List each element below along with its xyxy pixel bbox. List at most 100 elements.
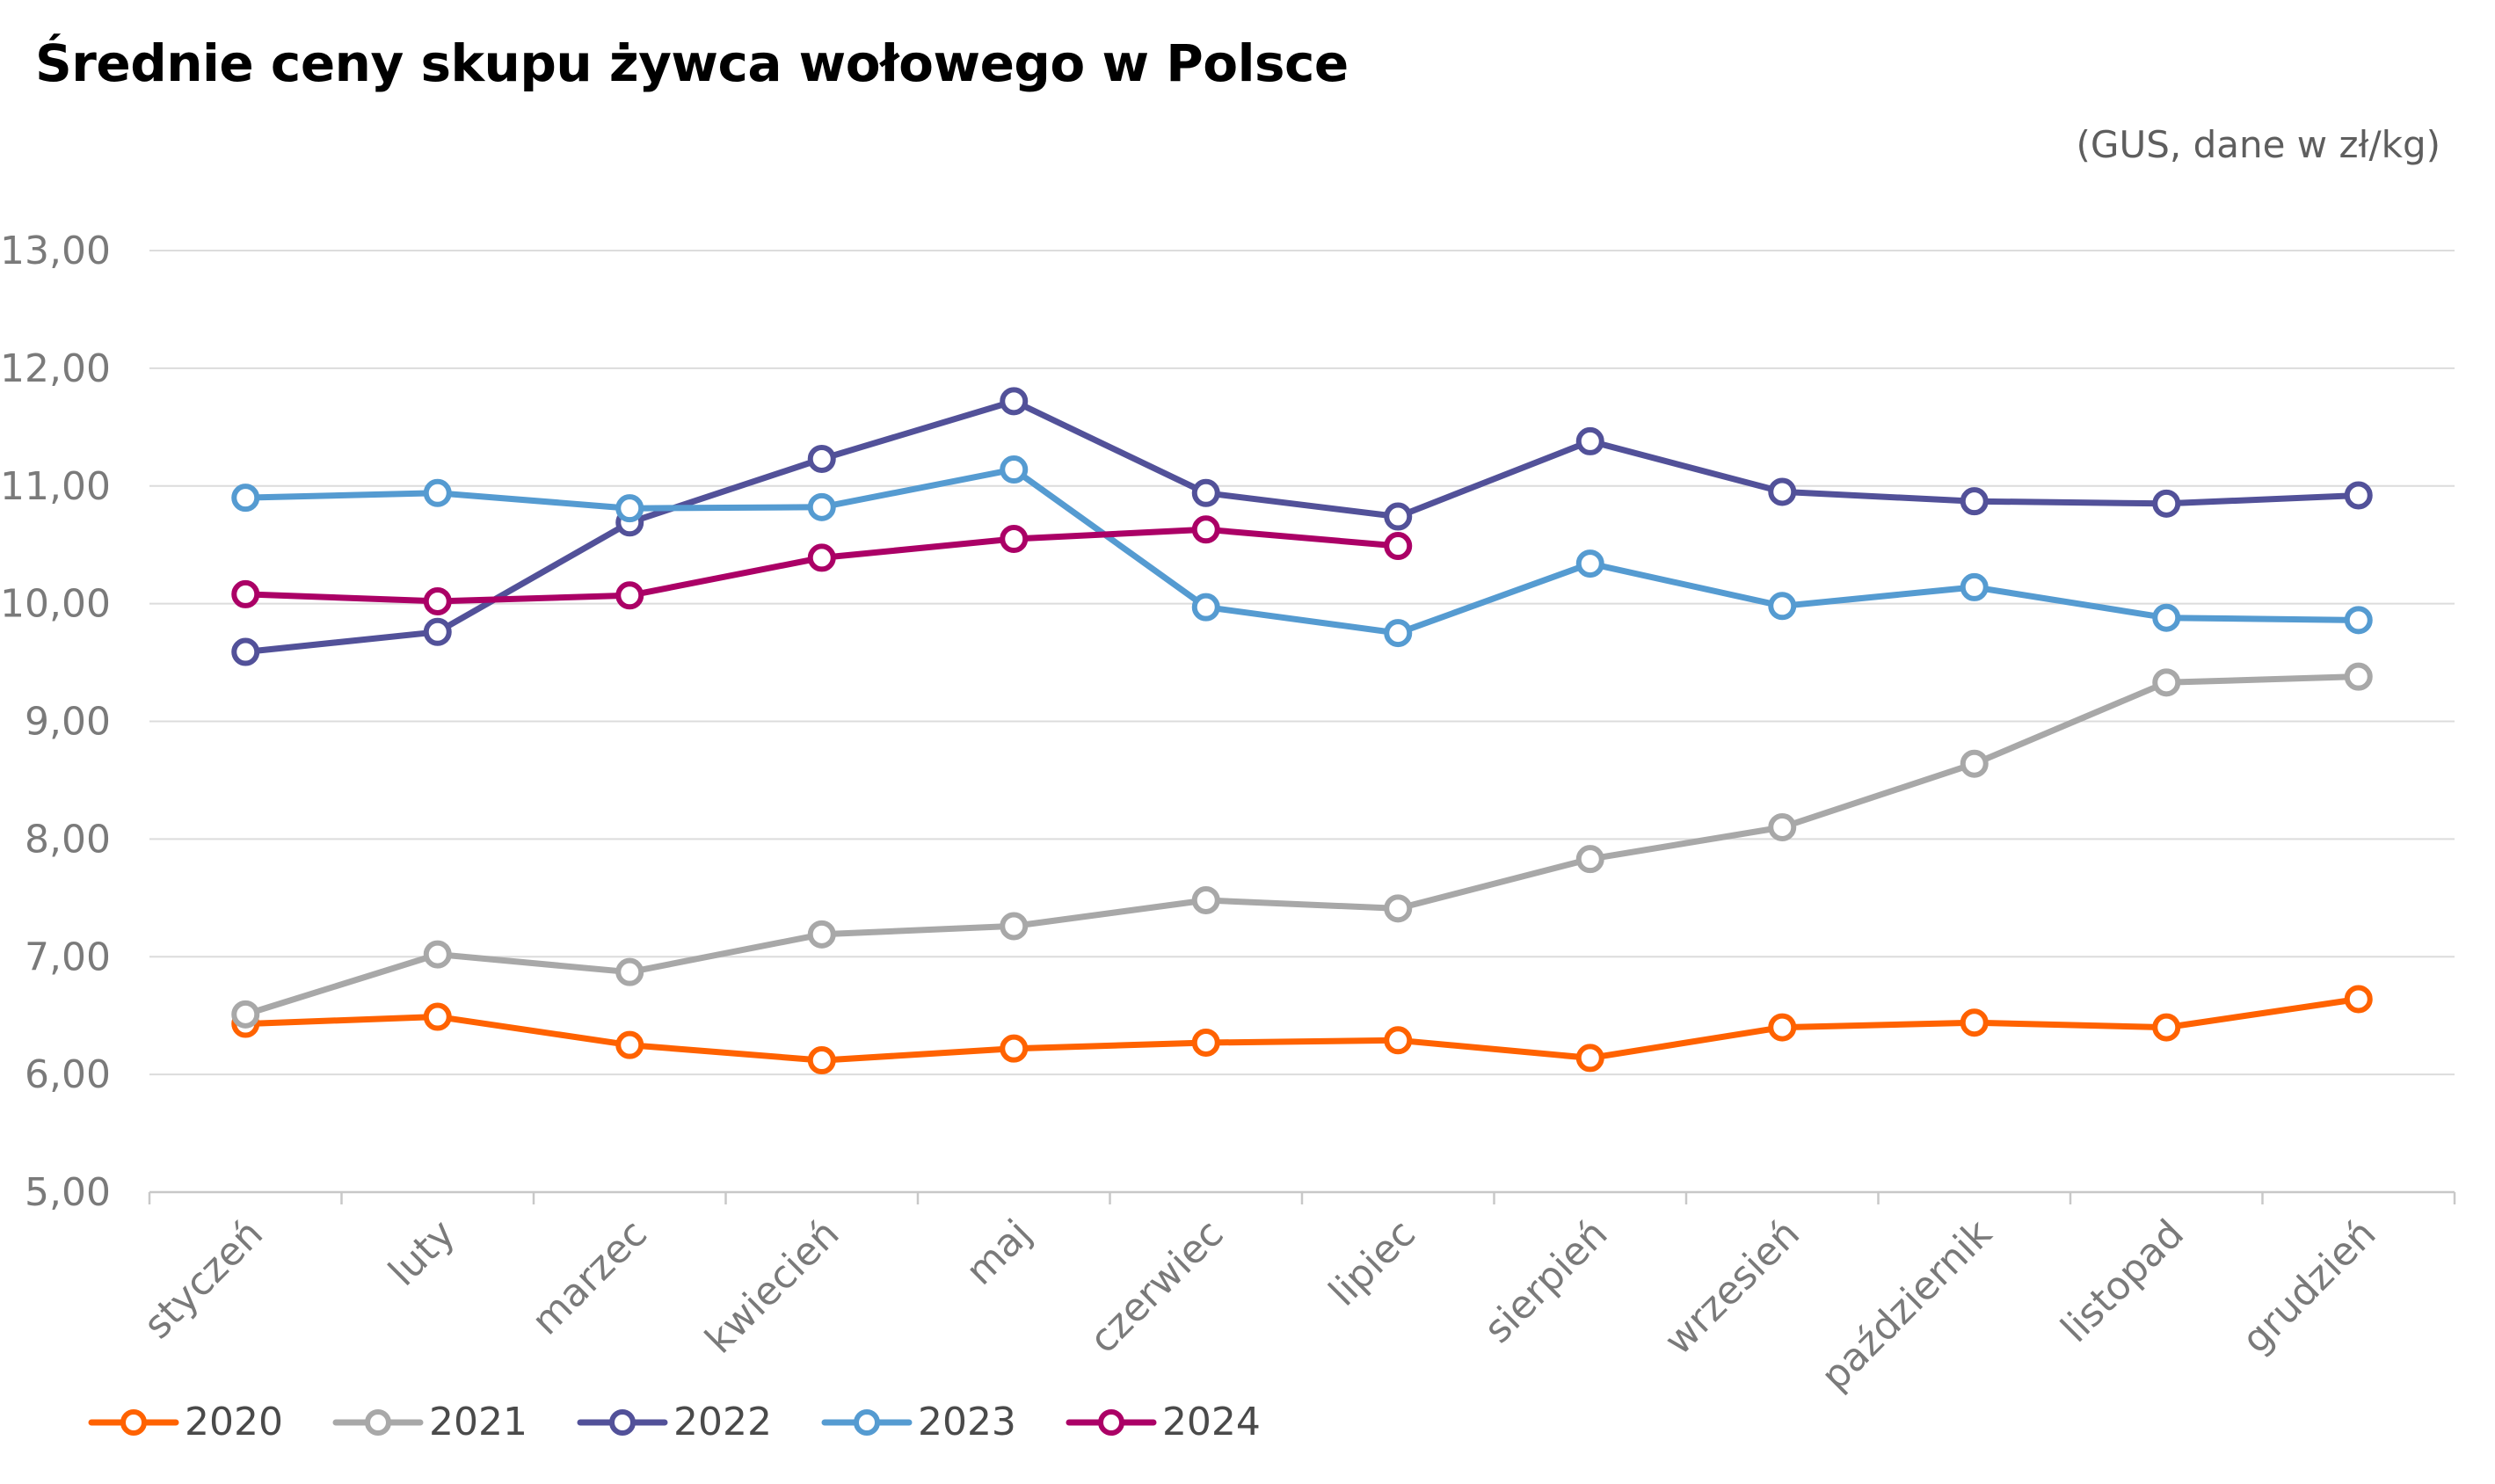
data-point-2021 [1384,894,1413,923]
y-tick-label: 8,00 [25,817,111,862]
y-tick-label: 9,00 [25,700,111,745]
data-point-2020 [423,1002,452,1031]
data-point-2022 [1000,387,1029,416]
data-point-2022 [1384,502,1413,531]
legend-item-2021: 2021 [332,1400,527,1444]
data-point-2022 [807,444,836,473]
data-point-2023 [2344,606,2373,635]
chart-subtitle: (GUS, dane w zł/kg) [2076,123,2440,166]
series-layer [231,387,2373,1075]
data-point-2024 [423,586,452,615]
x-tick-label: grudzień [2234,1211,2385,1363]
data-point-2022 [423,617,452,646]
data-point-2024 [1000,524,1029,553]
data-point-2024 [231,579,260,608]
data-point-2022 [2152,489,2181,518]
series-line-2023 [242,466,2362,637]
data-point-2022 [2344,481,2373,510]
data-point-2020 [1000,1034,1029,1063]
chart-title: Średnie ceny skupu żywca wołowego w Pols… [35,33,1349,93]
x-tick-label: styczeń [135,1211,272,1348]
data-point-2023 [1575,549,1604,578]
y-tick-label: 11,00 [0,464,111,509]
y-tick-label: 13,00 [0,229,111,273]
data-point-2024 [1191,515,1220,544]
data-point-2020 [1191,1028,1220,1057]
x-tick-label: kwiecień [697,1211,848,1363]
grid-layer [148,250,2456,1204]
data-point-2024 [807,543,836,572]
data-point-2023 [1000,455,1029,484]
data-point-2020 [615,1030,644,1059]
series-2021 [231,662,2373,1029]
x-tick-label: listopad [2053,1211,2193,1351]
x-tick-label: marzec [523,1211,656,1344]
x-tick-label: październik [1813,1211,2001,1399]
series-line-2021 [242,673,2362,1018]
y-tick-label: 5,00 [25,1170,111,1215]
data-point-2023 [231,484,260,513]
legend-item-2023: 2023 [821,1400,1016,1444]
data-point-2021 [2152,668,2181,697]
series-line-2022 [242,397,2362,655]
legend-label: 2020 [185,1400,283,1444]
y-tick-label: 10,00 [0,582,111,627]
data-point-2020 [1960,1008,1989,1037]
x-tick-label: luty [380,1211,463,1295]
series-2024 [231,515,1413,615]
legend-marker [577,1408,668,1436]
legend-marker [1066,1408,1157,1436]
data-point-2022 [1768,477,1797,506]
legend-marker [821,1408,913,1436]
series-2023 [231,455,2373,648]
x-axis-ticks: styczeń luty marzec kwiecień maj czerwiec lipi… [135,1211,2385,1399]
data-point-2021 [1768,812,1797,841]
data-point-2021 [1000,912,1029,941]
legend-label: 2022 [673,1400,772,1444]
data-point-2020 [2152,1013,2181,1042]
y-tick-label: 12,00 [0,346,111,391]
data-point-2021 [423,940,452,969]
data-point-2022 [231,637,260,666]
x-tick-label: sierpień [1475,1211,1616,1352]
data-point-2020 [2344,985,2373,1014]
data-point-2021 [1191,885,1220,914]
x-tick-label: czerwiec [1081,1211,1233,1363]
data-point-2021 [615,957,644,986]
x-tick-label: maj [957,1211,1040,1294]
data-point-2023 [1191,593,1220,622]
data-point-2023 [423,478,452,507]
legend-label: 2024 [1161,1400,1261,1444]
data-point-2024 [1384,532,1413,561]
legend-item-2022: 2022 [577,1400,772,1444]
data-point-2023 [807,492,836,521]
legend-label: 2023 [917,1400,1016,1444]
series-2020 [231,985,2373,1075]
y-tick-label: 6,00 [25,1052,111,1097]
legend-item-2024: 2024 [1066,1400,1261,1444]
data-point-2020 [1768,1013,1797,1042]
data-point-2020 [1575,1044,1604,1073]
data-point-2023 [2152,603,2181,632]
data-point-2021 [231,1000,260,1029]
y-tick-label: 7,00 [25,935,111,979]
data-point-2023 [1960,572,1989,601]
legend-item-2020: 2020 [88,1400,283,1444]
legend-marker [332,1408,424,1436]
data-point-2021 [1575,845,1604,874]
legend: 2020 2021 2022 2023 2024 [88,1400,1310,1444]
data-point-2022 [1191,478,1220,507]
data-point-2021 [2344,662,2373,691]
legend-marker [88,1408,179,1436]
data-point-2021 [1960,749,1989,778]
data-point-2024 [615,581,644,610]
data-point-2022 [1575,426,1604,455]
data-point-2020 [807,1046,836,1075]
series-line-2020 [242,995,2362,1064]
x-tick-label: wrzesień [1656,1211,1808,1364]
data-point-2023 [615,494,644,523]
x-tick-label: lipiec [1320,1211,1424,1315]
data-point-2023 [1384,619,1413,648]
y-axis-ticks: 5,00 6,00 7,00 8,00 9,00 10,00 11,00 12,00 13,00 [0,229,111,1215]
